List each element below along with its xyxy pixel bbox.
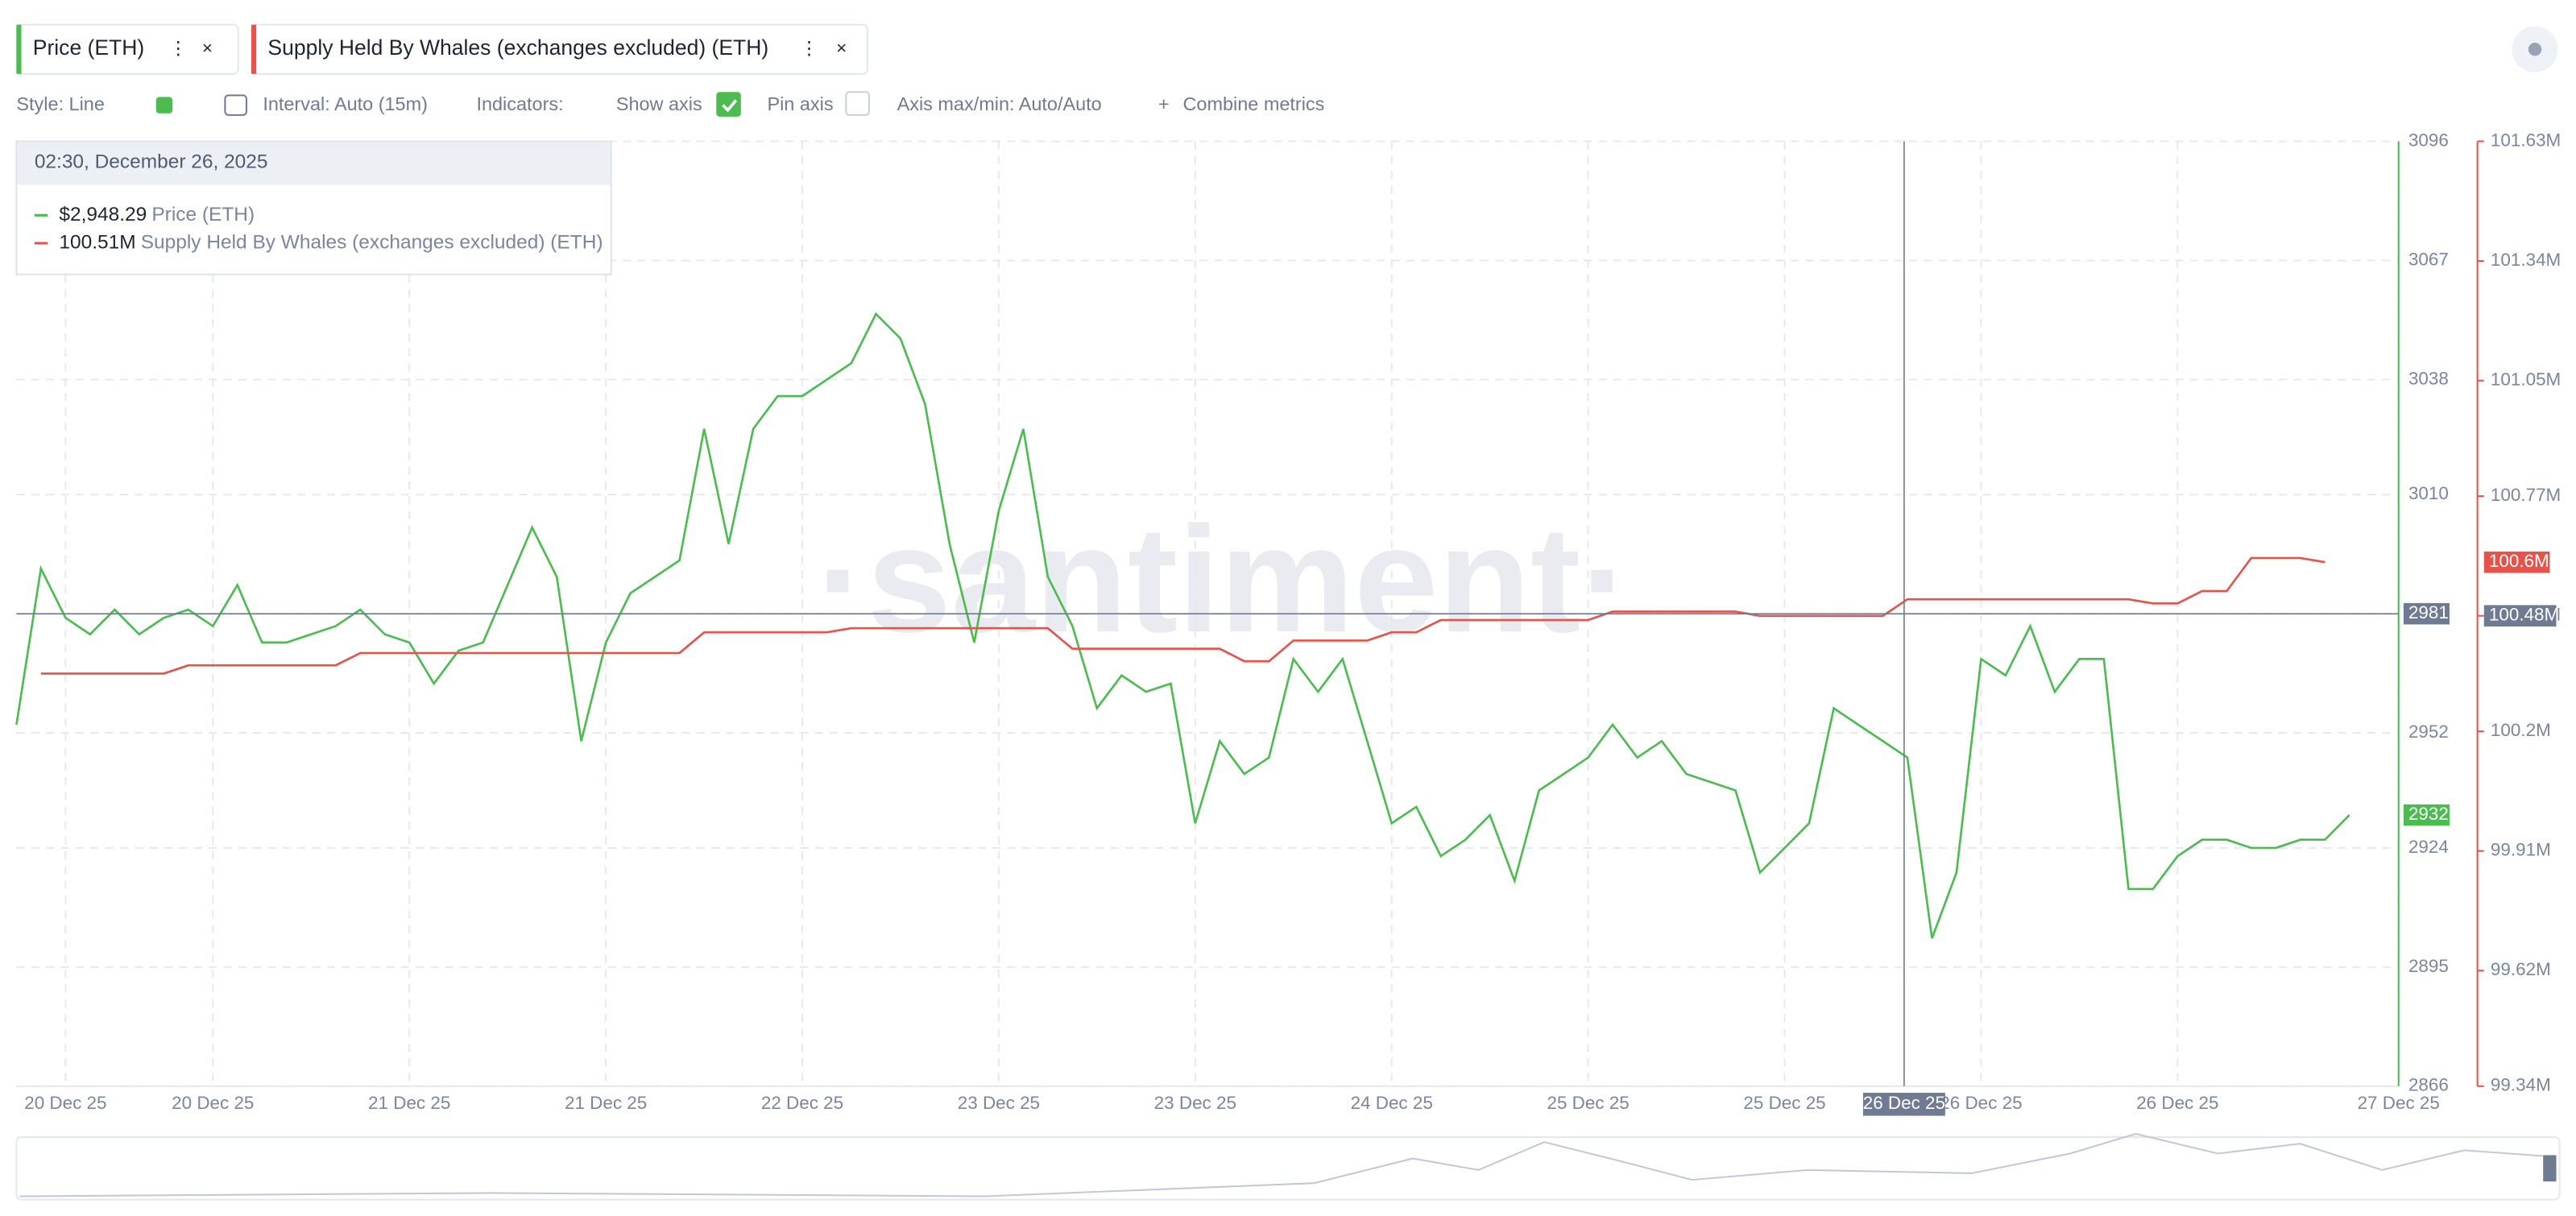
last-value-badge — [2403, 804, 2450, 826]
x-tick-label: 20 Dec 25 — [24, 1093, 106, 1113]
x-tick-label: 25 Dec 25 — [1547, 1093, 1629, 1113]
last-value-label: 100.6M — [2489, 551, 2549, 571]
tooltip-time: 02:30, December 26, 2025 — [35, 151, 268, 172]
y2-tick-label: 101.63M — [2491, 130, 2561, 150]
tab-menu[interactable]: ⋮ — [800, 38, 818, 58]
toolbar-item[interactable]: Axis max/min: Auto/Auto — [897, 93, 1102, 114]
color-picker[interactable] — [155, 97, 173, 114]
x-tick-label: 25 Dec 25 — [1743, 1093, 1825, 1113]
y-tick-label: 3010 — [2408, 483, 2449, 503]
tab-label: Supply Held By Whales (exchanges exclude… — [267, 35, 768, 60]
y-tick-label: 2895 — [2408, 956, 2449, 976]
tab-label: Price (ETH) — [33, 35, 144, 60]
x-tick-label: 26 Dec 25 — [1940, 1093, 2022, 1113]
toolbar-item[interactable]: Pin axis — [767, 93, 833, 114]
y-tick-label: 3096 — [2408, 130, 2449, 150]
tab-color — [16, 24, 22, 74]
navigator[interactable] — [15, 1136, 2561, 1201]
navigator-handle[interactable] — [2543, 1155, 2557, 1182]
crosshair-y2-badge — [2483, 605, 2557, 627]
toolbar-item[interactable]: Interval: Auto (15m) — [263, 93, 428, 114]
tab-close[interactable]: × — [836, 38, 847, 58]
toolbar-item[interactable]: Combine metrics — [1182, 93, 1324, 114]
plus: + — [1158, 93, 1170, 114]
y2-tick-label: 101.34M — [2491, 250, 2561, 270]
y2-tick-label: 101.05M — [2491, 370, 2561, 390]
crosshair-x-badge — [1862, 1092, 1945, 1116]
tab-menu[interactable]: ⋮ — [169, 38, 187, 58]
x-tick-label: 21 Dec 25 — [368, 1093, 450, 1113]
y2-tick-label: 100.77M — [2491, 485, 2561, 505]
last-value-label: 2932 — [2408, 804, 2449, 824]
navigator-line — [19, 1132, 2555, 1197]
plot: ·santiment· 2866 2895 2924 2952 2981 3010 3038 3… — [15, 130, 2561, 1116]
y-tick-label: 3038 — [2408, 368, 2449, 388]
tooltip-name: Price (ETH) — [151, 204, 255, 225]
tab-color — [251, 24, 257, 74]
tooltip-name: Supply Held By Whales (exchanges exclude… — [141, 231, 603, 253]
tab-close[interactable]: × — [202, 38, 213, 58]
y-tick-label: 2952 — [2408, 722, 2449, 742]
checkbox[interactable] — [845, 91, 870, 116]
toolbar-item[interactable]: Style: Line — [16, 93, 104, 114]
tooltip-header — [17, 142, 611, 185]
x-tick-label: 26 Dec 25 — [2136, 1093, 2218, 1113]
x-tick-label: 21 Dec 25 — [565, 1093, 647, 1113]
interval-icon — [224, 94, 247, 116]
y-tick-label: 3067 — [2408, 249, 2449, 269]
crosshair-x-label: 26 Dec 25 — [1863, 1093, 1945, 1113]
y2-tick-label: 99.34M — [2491, 1075, 2551, 1095]
series-line — [40, 556, 2325, 675]
crosshair-y-label: 2981 — [2408, 602, 2449, 622]
last-value-badge — [2483, 551, 2550, 573]
y-tick-label: 2924 — [2408, 837, 2449, 857]
crosshair-y2-label: 100.48M — [2489, 605, 2559, 625]
y2-tick-label: 99.91M — [2491, 840, 2551, 860]
y-tick-label: 2866 — [2408, 1075, 2449, 1095]
y2-tick-label: 100.2M — [2491, 720, 2551, 740]
y2-tick-label: 99.62M — [2491, 959, 2551, 979]
x-tick-label: 27 Dec 25 — [2358, 1093, 2440, 1113]
tooltip-value: 100.51M — [59, 231, 135, 253]
check — [722, 99, 738, 113]
x-tick-label: 23 Dec 25 — [1154, 1093, 1236, 1113]
tooltip-value: $2,948.29 — [59, 204, 147, 225]
settings-dot — [2528, 43, 2542, 56]
series-line — [15, 312, 2350, 939]
x-tick-label: 20 Dec 25 — [172, 1093, 254, 1113]
watermark: ·santiment· — [817, 494, 1631, 664]
toolbar-item[interactable]: Indicators: — [476, 93, 563, 114]
toolbar-item[interactable]: Show axis — [616, 93, 702, 114]
checkbox[interactable] — [716, 92, 741, 117]
crosshair-y-badge — [2403, 602, 2450, 625]
x-tick-label: 24 Dec 25 — [1351, 1093, 1433, 1113]
x-tick-label: 22 Dec 25 — [761, 1093, 843, 1113]
x-tick-label: 23 Dec 25 — [958, 1093, 1040, 1113]
